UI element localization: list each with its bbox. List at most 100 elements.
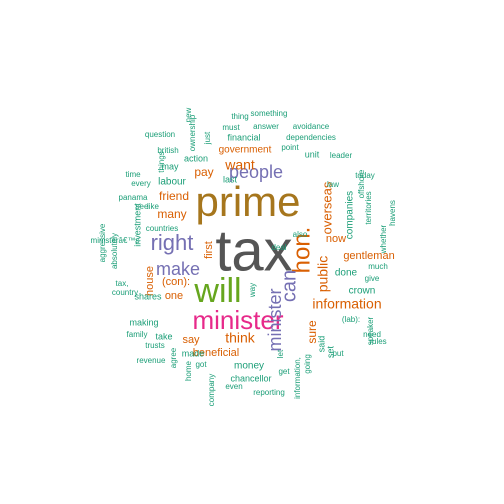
cloud-word: people: [229, 162, 283, 182]
cloud-word: house: [144, 266, 156, 296]
cloud-word: need: [363, 330, 381, 339]
cloud-word: absolutely: [110, 233, 119, 269]
cloud-word: family: [127, 330, 148, 339]
cloud-word: must: [222, 123, 240, 132]
cloud-word: can: [278, 270, 300, 302]
cloud-word: country: [112, 288, 138, 297]
cloud-word: made: [182, 348, 205, 358]
cloud-word: one: [165, 290, 183, 302]
cloud-word: pay: [194, 165, 213, 179]
cloud-word: every: [131, 179, 151, 188]
cloud-word: going: [303, 354, 312, 374]
cloud-word: labour: [158, 177, 186, 188]
cloud-word: ownership: [188, 114, 197, 151]
cloud-word: ministerâ€™s: [91, 236, 140, 245]
cloud-word: thing: [231, 112, 248, 121]
cloud-word: time: [125, 170, 141, 179]
cloud-word: (lab):: [342, 315, 360, 324]
cloud-word: companies: [345, 191, 356, 239]
cloud-word: even: [225, 382, 242, 391]
cloud-word: dependencies: [286, 133, 336, 142]
cloud-word: set: [325, 346, 335, 359]
cloud-word: minister: [265, 288, 285, 351]
cloud-word: many: [157, 207, 186, 221]
cloud-word: make: [156, 259, 200, 279]
cloud-word: prime: [195, 178, 300, 225]
cloud-word: home: [184, 360, 193, 381]
cloud-word: law: [327, 180, 339, 189]
cloud-word: public: [315, 256, 331, 293]
cloud-word: point: [281, 143, 299, 152]
cloud-word: first: [203, 241, 215, 259]
cloud-word: tax,: [116, 279, 129, 288]
cloud-word: whether: [379, 224, 388, 254]
cloud-word: way: [248, 283, 257, 298]
cloud-word: offshore: [357, 169, 366, 198]
cloud-word: financial: [227, 132, 260, 142]
cloud-word: chancellor: [230, 373, 271, 383]
cloud-word: company: [207, 374, 216, 406]
cloud-word: question: [145, 130, 175, 139]
cloud-word: countries: [146, 224, 178, 233]
cloud-word: leader: [330, 151, 353, 160]
cloud-word: new: [184, 107, 193, 122]
cloud-word: reporting: [253, 388, 285, 397]
cloud-word: information,: [293, 357, 302, 399]
cloud-word: crown: [349, 286, 376, 297]
cloud-word: right: [151, 230, 194, 255]
cloud-word: beneficial: [193, 347, 239, 359]
cloud-word: information: [312, 296, 381, 312]
cloud-word: tax: [215, 218, 292, 283]
cloud-word: gentleman: [343, 250, 394, 262]
cloud-word: rules: [369, 337, 386, 346]
cloud-word: agree: [169, 347, 178, 368]
cloud-word: panama: [119, 193, 148, 202]
cloud-word: avoidance: [293, 122, 330, 131]
cloud-word: just: [203, 131, 212, 145]
cloud-word: give: [365, 274, 380, 283]
cloud-word: much: [368, 262, 388, 271]
cloud-word: sure: [305, 320, 319, 344]
cloud-word: today: [355, 171, 375, 180]
cloud-word: government: [219, 145, 272, 156]
cloud-word: will: [193, 272, 241, 310]
cloud-word: now: [326, 233, 346, 245]
cloud-word: also: [293, 230, 308, 239]
cloud-word: want: [224, 157, 255, 173]
cloud-word: let: [276, 349, 285, 358]
cloud-word: speaker: [366, 316, 375, 345]
cloud-word: aggressive: [98, 223, 107, 262]
cloud-word: money: [234, 361, 264, 372]
cloud-word: revenue: [137, 356, 166, 365]
cloud-word: said: [316, 336, 326, 353]
cloud-word: put: [332, 349, 344, 358]
cloud-word: trusts: [145, 341, 165, 350]
cloud-word: done: [335, 268, 358, 279]
cloud-word: got: [195, 360, 207, 369]
cloud-word: deal: [271, 243, 286, 252]
cloud-word: territories: [364, 191, 373, 224]
cloud-word: something: [251, 109, 288, 118]
cloud-word: take: [155, 331, 172, 341]
cloud-word: see: [136, 202, 149, 211]
cloud-word: unit: [305, 149, 320, 159]
cloud-word: say: [182, 334, 200, 346]
cloud-word: (con):: [162, 276, 190, 288]
cloud-word: action: [184, 153, 208, 163]
cloud-word: minister: [192, 305, 283, 335]
cloud-word: last: [223, 174, 238, 184]
cloud-word: shares: [134, 291, 162, 301]
cloud-word: overseas: [319, 181, 334, 234]
cloud-word: british: [157, 146, 178, 155]
cloud-word: making: [129, 317, 158, 327]
cloud-word: think: [225, 330, 256, 346]
cloud-word: havens: [388, 200, 397, 226]
cloud-word: things: [157, 151, 166, 172]
cloud-word: hon.: [288, 227, 315, 274]
cloud-word: like: [147, 202, 160, 211]
cloud-word: investment: [132, 203, 142, 247]
cloud-word: may: [161, 161, 179, 171]
cloud-word: answer: [253, 122, 279, 131]
cloud-word: friend: [159, 189, 189, 203]
